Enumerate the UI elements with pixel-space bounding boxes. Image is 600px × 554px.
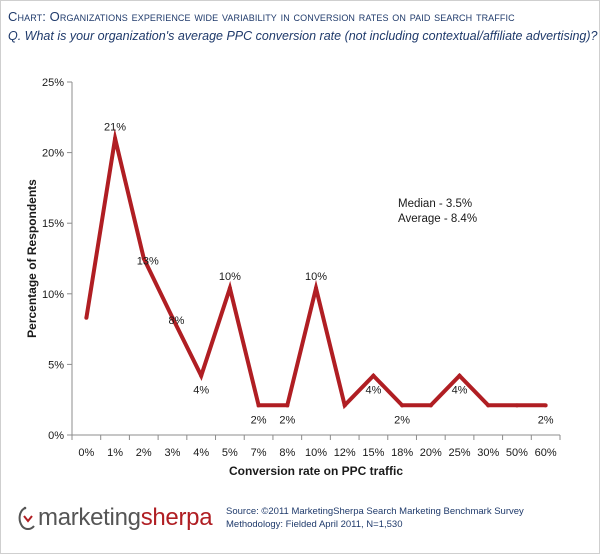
y-tick-label: 15% [42,218,64,230]
x-tick-label: 5% [222,447,238,459]
x-tick-label: 12% [334,447,356,459]
x-tick-label: 4% [193,447,209,459]
data-label: 4% [365,385,381,397]
x-tick-label: 50% [506,447,528,459]
data-label: 13% [137,256,159,268]
x-axis-title: Conversion rate on PPC traffic [229,464,403,478]
data-point [84,315,89,320]
data-label: 2% [394,414,410,426]
chart-question: Q. What is your organization's average P… [8,29,598,43]
x-tick-label: 25% [449,447,471,459]
y-tick-label: 5% [48,359,64,371]
data-point [199,373,204,378]
stats-annotation: Median - 3.5% [398,198,472,210]
marketingsherpa-logo: marketingsherpa [16,504,213,531]
x-tick-label: 30% [477,447,499,459]
logo-wordmark: marketingsherpa [38,504,213,531]
x-tick-label: 15% [362,447,384,459]
data-point [314,286,318,291]
data-point [428,403,433,408]
x-tick-label: 10% [305,447,327,459]
x-tick-label: 60% [535,447,557,459]
x-tick-label: 3% [165,447,181,459]
x-tick-label: 7% [251,447,267,459]
data-label: 4% [193,385,209,397]
methodology-line: Methodology: Fielded April 2011, N=1,530 [226,519,403,530]
y-tick-label: 25% [42,77,64,89]
data-label: 8% [169,315,185,327]
data-label: 2% [279,414,295,426]
data-label: 10% [219,271,241,283]
source-line: Source: ©2011 MarketingSherpa Search Mar… [226,506,524,517]
data-point [113,136,118,141]
y-tick-label: 20% [42,148,64,160]
x-tick-label: 1% [107,447,123,459]
data-point [400,403,405,408]
x-tick-label: 8% [279,447,295,459]
x-tick-label: 20% [420,447,442,459]
x-tick-label: 2% [136,447,152,459]
stats-annotation: Average - 8.4% [398,213,477,225]
source-note: Source: ©2011 MarketingSherpa Search Mar… [226,505,524,531]
data-point [486,403,491,408]
chart-title: Chart: Organizations experience wide var… [8,9,515,24]
chart-title-text: Chart: Organizations experience wide var… [8,9,515,24]
data-point [141,256,146,261]
data-label: 2% [538,414,554,426]
data-point [227,286,232,291]
data-point [457,373,462,378]
x-tick-label: 0% [78,447,94,459]
data-point [285,403,290,408]
line-chart: 0% 5% 10% 15% 20% 25% 0% 1% 2% 3% 4% 5% 7% 8% 10% 12% 15… [25,77,561,478]
data-point [256,403,261,408]
x-tick-label: 18% [391,447,413,459]
y-axis-title: Percentage of Respondents [25,179,39,338]
data-point [170,315,175,320]
logo-mark-icon [18,506,35,530]
chart-question-text: Q. What is your organization's average P… [8,29,598,43]
data-label: 2% [251,414,267,426]
y-tick-label: 0% [48,430,64,442]
data-label: 10% [305,271,327,283]
y-tick-label: 10% [42,289,64,301]
data-point [371,373,376,378]
logo-wordmark-part2: sherpa [140,504,213,531]
data-point [543,403,548,408]
data-point [514,403,519,408]
data-point [342,403,347,408]
data-label: 4% [452,385,468,397]
data-label: 21% [104,121,126,133]
logo-wordmark-part1: marketing [38,504,141,531]
